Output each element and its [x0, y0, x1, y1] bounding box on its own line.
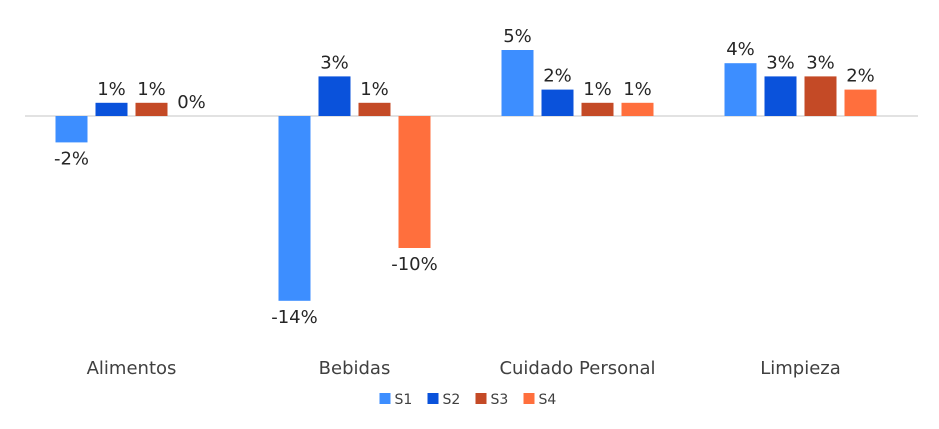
- data-label-bebidas-s3: 1%: [360, 79, 389, 100]
- bar-bebidas-s1: [278, 116, 311, 301]
- bar-cuidado-personal-s1: [501, 50, 534, 116]
- legend-label-s4: S4: [539, 392, 557, 408]
- bar-alimentos-s3: [135, 102, 168, 116]
- legend-label-s3: S3: [491, 392, 509, 408]
- data-label-alimentos-s2: 1%: [97, 79, 126, 100]
- data-label-cuidado-personal-s1: 5%: [503, 26, 532, 47]
- bar-alimentos-s1: [55, 116, 88, 143]
- category-label-cuidado-personal: Cuidado Personal: [499, 358, 655, 379]
- category-label-limpieza: Limpieza: [760, 358, 841, 379]
- bar-limpieza-s4: [844, 89, 877, 116]
- bar-bebidas-s3: [358, 102, 391, 116]
- legend: S1 S2 S3 S4: [379, 392, 557, 408]
- legend-swatch-s4: [523, 393, 535, 404]
- bar-cuidado-personal-s3: [581, 102, 614, 116]
- data-labels-group: -2% 1% 1% 0% -14% 3% 1% -10% 5% 2% 1% 1% 4% 3% 3% 2%: [54, 26, 875, 328]
- data-label-cuidado-personal-s4: 1%: [623, 79, 652, 100]
- data-label-cuidado-personal-s3: 1%: [583, 79, 612, 100]
- data-label-limpieza-s3: 3%: [806, 52, 835, 73]
- legend-label-s2: S2: [443, 392, 461, 408]
- category-label-bebidas: Bebidas: [319, 358, 391, 379]
- legend-swatch-s3: [475, 393, 487, 404]
- bar-cuidado-personal-s4: [621, 102, 654, 116]
- bar-bebidas-s4: [398, 116, 431, 248]
- data-label-bebidas-s1: -14%: [271, 307, 318, 328]
- data-label-cuidado-personal-s2: 2%: [543, 66, 572, 87]
- category-label-alimentos: Alimentos: [87, 358, 177, 379]
- category-labels-group: Alimentos Bebidas Cuidado Personal Limpieza: [87, 358, 841, 379]
- bar-bebidas-s2: [318, 76, 351, 116]
- legend-label-s1: S1: [395, 392, 413, 408]
- data-label-limpieza-s4: 2%: [846, 66, 875, 87]
- data-label-alimentos-s3: 1%: [137, 79, 166, 100]
- bar-alimentos-s2: [95, 102, 128, 116]
- bar-limpieza-s2: [764, 76, 797, 116]
- bars-group: [55, 50, 877, 301]
- data-label-limpieza-s2: 3%: [766, 52, 795, 73]
- data-label-alimentos-s1: -2%: [54, 148, 89, 169]
- bar-limpieza-s1: [724, 63, 757, 116]
- data-label-limpieza-s1: 4%: [726, 39, 755, 60]
- bar-cuidado-personal-s2: [541, 89, 574, 116]
- data-label-bebidas-s4: -10%: [391, 254, 438, 275]
- legend-swatch-s1: [379, 393, 391, 404]
- data-label-alimentos-s4: 0%: [177, 92, 206, 113]
- data-label-bebidas-s2: 3%: [320, 52, 349, 73]
- legend-swatch-s2: [427, 393, 439, 404]
- bar-limpieza-s3: [804, 76, 837, 116]
